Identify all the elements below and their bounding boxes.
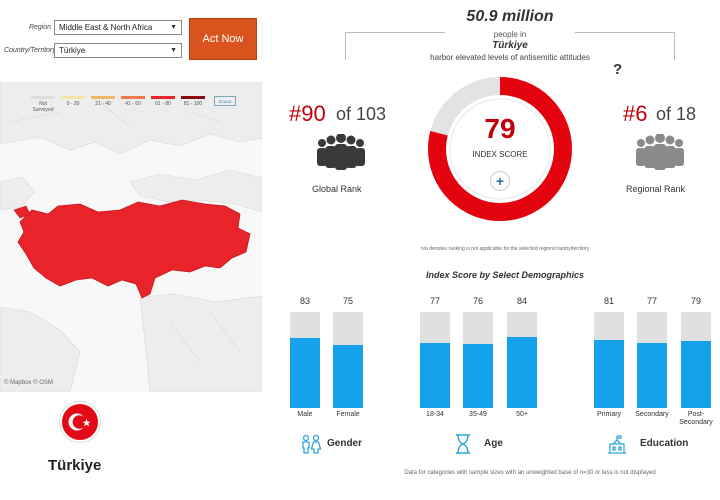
group-label: Age bbox=[484, 438, 503, 449]
bar-18-34 bbox=[420, 342, 450, 408]
chevron-down-icon: ▼ bbox=[170, 47, 177, 54]
scale-button[interactable]: SCALE bbox=[214, 96, 236, 106]
region-value: Middle East & North Africa bbox=[59, 23, 153, 32]
people-group-icon bbox=[636, 134, 684, 170]
country-value: Türkiye bbox=[59, 46, 86, 55]
bar-category-label: Secondary bbox=[635, 411, 669, 418]
headline-statement: harbor elevated levels of antisemitic at… bbox=[430, 53, 590, 62]
global-rank-label: Global Rank bbox=[312, 184, 362, 194]
bar-value-label: 75 bbox=[342, 296, 353, 306]
bar-category-label: 35-49 bbox=[469, 411, 487, 418]
bar-track[interactable] bbox=[507, 312, 537, 408]
legend-item: 21 - 40 bbox=[90, 96, 116, 113]
index-score-ring bbox=[420, 75, 580, 225]
bar-value-label: 77 bbox=[646, 296, 657, 306]
regional-rank-of: of 18 bbox=[656, 104, 697, 124]
bar-value-label: 77 bbox=[429, 296, 440, 306]
bar-track[interactable] bbox=[290, 312, 320, 408]
headline-bracket-left bbox=[345, 32, 445, 60]
bar-track[interactable] bbox=[594, 312, 624, 408]
legend-label: 61 - 80 bbox=[155, 101, 171, 107]
turkiye-shape bbox=[17, 199, 251, 299]
legend-item: 61 - 80 bbox=[150, 96, 176, 113]
regional-rank-label: Regional Rank bbox=[626, 184, 686, 194]
bar-category-label: 18-34 bbox=[426, 411, 444, 418]
bar-primary bbox=[594, 339, 624, 408]
bar-track[interactable] bbox=[333, 312, 363, 408]
legend-label: 41 - 60 bbox=[125, 101, 141, 107]
region-label: Region bbox=[28, 24, 51, 31]
headline-bracket-right bbox=[575, 32, 675, 60]
bar-category-label: Female bbox=[336, 411, 360, 418]
bar-category-label: Post-Secondary bbox=[679, 411, 713, 426]
regional-rank-number: #6 bbox=[623, 101, 648, 126]
bar-category-label: 50+ bbox=[516, 411, 528, 418]
global-rank-number: #90 bbox=[289, 101, 326, 126]
people-group-icon bbox=[317, 134, 365, 170]
country-filter: Country/Territory Türkiye ▼ bbox=[4, 43, 182, 58]
legend-swatch bbox=[91, 96, 115, 99]
people-in-text: people in bbox=[493, 30, 527, 39]
legend-swatch bbox=[61, 96, 85, 99]
demographics-title: Index Score by Select Demographics bbox=[425, 270, 585, 280]
index-score-label: INDEX SCORE bbox=[472, 150, 528, 159]
bar-track[interactable] bbox=[681, 312, 711, 408]
bar-male bbox=[290, 337, 320, 408]
legend-swatch bbox=[181, 96, 205, 99]
hourglass-icon bbox=[456, 434, 470, 454]
bar-category-label: Primary bbox=[596, 411, 622, 418]
group-label: Gender bbox=[327, 438, 363, 449]
country-label: Country/Territory bbox=[4, 47, 56, 54]
sample-size-note: Data for categories with sample sizes wi… bbox=[404, 470, 656, 476]
school-icon bbox=[608, 435, 626, 454]
legend-label: 81 - 100 bbox=[183, 101, 203, 107]
left-panel: Region Middle East & North Africa ▼ Coun… bbox=[0, 0, 262, 500]
map-legend: Not Surveyed 0 - 20 21 - 40 41 - 60 61 - 80 8… bbox=[30, 96, 236, 113]
expand-plus-icon[interactable]: + bbox=[490, 171, 510, 191]
legend-swatch bbox=[151, 96, 175, 99]
bar-track[interactable] bbox=[463, 312, 493, 408]
bar-35-49 bbox=[463, 343, 493, 408]
legend-label: Not Surveyed bbox=[32, 101, 54, 113]
legend-item: 41 - 60 bbox=[120, 96, 146, 113]
region-select[interactable]: Middle East & North Africa ▼ bbox=[54, 20, 182, 35]
bar-female bbox=[333, 344, 363, 408]
map-canvas bbox=[0, 82, 262, 392]
legend-label: 0 - 20 bbox=[66, 101, 80, 107]
headline-country: Türkiye bbox=[492, 40, 528, 51]
bar-value-label: 76 bbox=[472, 296, 483, 306]
population-count: 50.9 million bbox=[466, 8, 554, 25]
turkiye-flag-icon bbox=[60, 402, 100, 442]
bar-value-label: 81 bbox=[603, 296, 614, 306]
bar-value-label: 79 bbox=[690, 296, 701, 306]
ring-progress bbox=[428, 77, 572, 221]
country-select[interactable]: Türkiye ▼ bbox=[54, 43, 182, 58]
bar-value-label: 84 bbox=[516, 296, 527, 306]
legend-item: Not Surveyed bbox=[30, 96, 56, 113]
region-filter: Region Middle East & North Africa ▼ bbox=[4, 20, 182, 35]
legend-item: 0 - 20 bbox=[60, 96, 86, 113]
index-score-value: 79 bbox=[484, 113, 516, 144]
global-rank-of: of 103 bbox=[336, 104, 387, 124]
gender-icon bbox=[302, 434, 322, 454]
bar-value-label: 83 bbox=[299, 296, 310, 306]
legend-item: 81 - 100 bbox=[180, 96, 206, 113]
bar-track[interactable] bbox=[420, 312, 450, 408]
group-label: Education bbox=[640, 438, 689, 449]
legend-swatch bbox=[31, 96, 55, 99]
bar-track[interactable] bbox=[637, 312, 667, 408]
country-name: Türkiye bbox=[48, 457, 102, 474]
legend-swatch bbox=[121, 96, 145, 99]
bar-category-label: Male bbox=[297, 411, 313, 418]
act-now-button[interactable]: Act Now bbox=[189, 18, 257, 60]
legend-label: 21 - 40 bbox=[95, 101, 111, 107]
na-note: n/a denotes ranking is not applicable fo… bbox=[420, 246, 590, 252]
help-icon[interactable]: ? bbox=[613, 61, 623, 78]
map-credit: © Mapbox © OSM bbox=[4, 380, 53, 386]
chevron-down-icon: ▼ bbox=[170, 24, 177, 31]
bar-post-secondary bbox=[681, 341, 711, 408]
map[interactable]: Not Surveyed 0 - 20 21 - 40 41 - 60 61 - 80 8… bbox=[0, 82, 262, 392]
bar-secondary bbox=[637, 342, 667, 408]
bar-50- bbox=[507, 337, 537, 408]
